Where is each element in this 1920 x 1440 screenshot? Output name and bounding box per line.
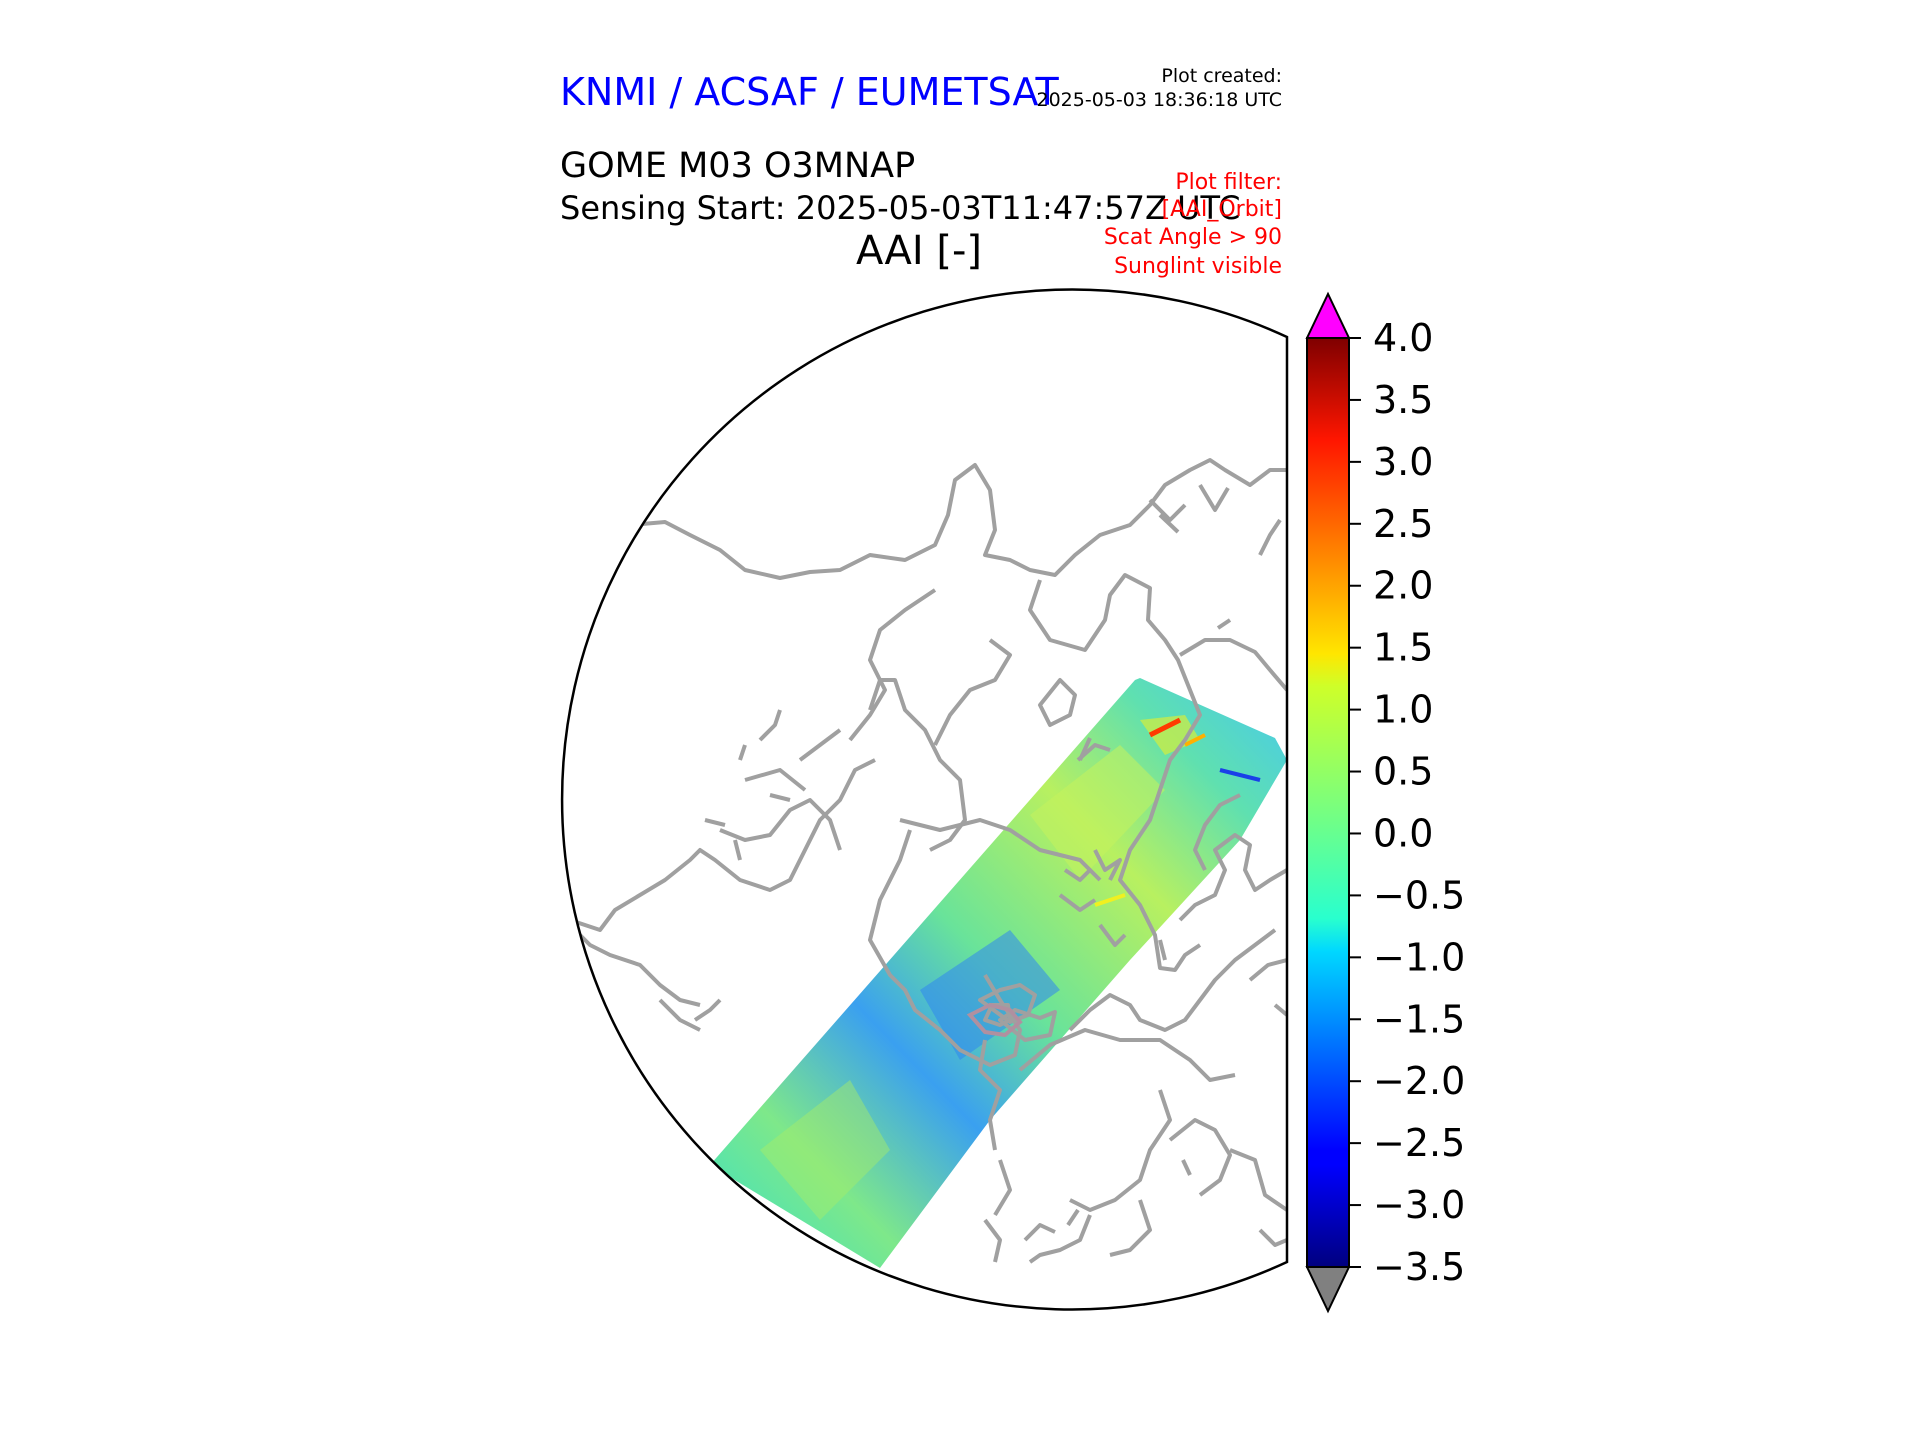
colorbar-tick-label: −3.5	[1373, 1245, 1465, 1289]
colorbar-tick-label: 1.5	[1373, 626, 1433, 670]
colorbar-tick-label: −0.5	[1373, 873, 1465, 917]
plot-created-label: Plot created:	[1161, 65, 1282, 87]
colorbar-tick-label: 0.5	[1373, 750, 1433, 794]
variable-title: AAI [-]	[856, 228, 982, 274]
colorbar-tick-label: −1.0	[1373, 935, 1465, 979]
plot-filter-sunglint: Sunglint visible	[1114, 254, 1282, 279]
colorbar-gradient	[1306, 337, 1350, 1268]
colorbar-tick-label: 2.0	[1373, 564, 1433, 608]
colorbar-ticks: 4.0 3.5 3.0 2.5 2.0 1.5 1.0 0.5 0.0 −0.5 −1.0 −1.5 −…	[1349, 316, 1465, 1289]
colorbar-tick-label: −2.5	[1373, 1121, 1465, 1165]
coastlines	[562, 458, 1287, 1264]
product-title: GOME M03 O3MNAP	[560, 146, 916, 186]
colorbar-tick-label: −3.0	[1373, 1183, 1465, 1227]
colorbar-under-extension	[1305, 1266, 1351, 1314]
colorbar-tick-label: 3.0	[1373, 440, 1433, 484]
map-boundary	[560, 288, 1289, 1311]
colorbar-over-extension	[1305, 291, 1351, 339]
organization-title: KNMI / ACSAF / EUMETSAT	[560, 70, 1059, 114]
colorbar: 4.0 3.5 3.0 2.5 2.0 1.5 1.0 0.5 0.0 −0.5 −1.0 −1.5 −…	[1305, 291, 1465, 1314]
sensing-start: Sensing Start: 2025-05-03T11:47:57Z UTC	[560, 189, 1241, 227]
colorbar-tick-label: −2.0	[1373, 1059, 1465, 1103]
map-area	[562, 289, 1287, 1280]
colorbar-tick-label: 1.0	[1373, 688, 1433, 732]
colorbar-tick-label: 3.5	[1373, 378, 1433, 422]
iceland-outline	[966, 1002, 1023, 1038]
colorbar-tick-label: 4.0	[1373, 316, 1433, 360]
plot-created-time: 2025-05-03 18:36:18 UTC	[1036, 89, 1283, 111]
plot-filter-orbit: [AAI_Orbit]	[1161, 197, 1282, 222]
colorbar-tick-label: 2.5	[1373, 502, 1433, 546]
colorbar-tick-label: 0.0	[1373, 811, 1433, 855]
plot-filter-label: Plot filter:	[1175, 170, 1282, 195]
plot-filter-scat-angle: Scat Angle > 90	[1103, 225, 1282, 250]
colorbar-tick-label: −1.5	[1373, 997, 1465, 1041]
